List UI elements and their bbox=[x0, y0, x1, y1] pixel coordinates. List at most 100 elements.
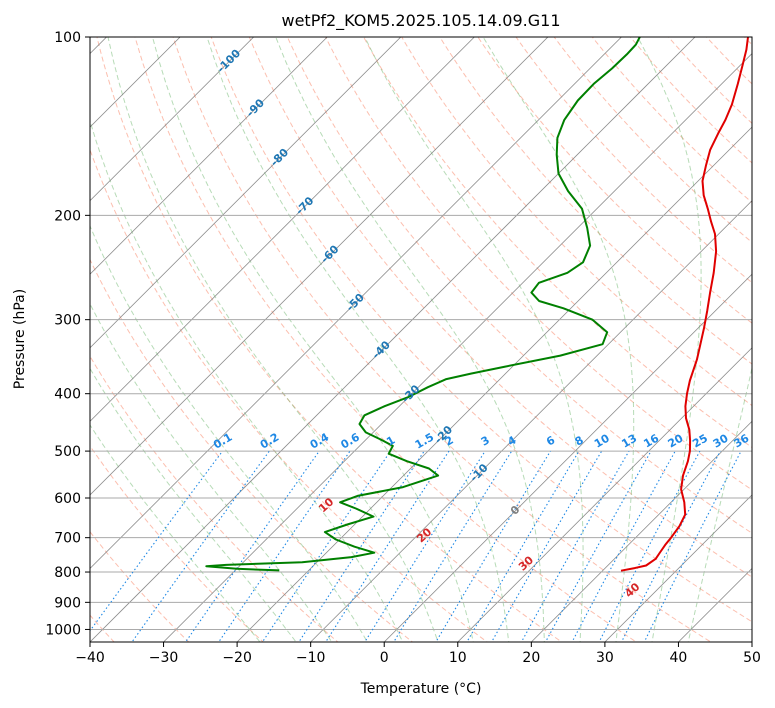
isotherm-line bbox=[90, 37, 328, 275]
moist-adiabat-line bbox=[152, 37, 474, 642]
dewpoint-profile-line bbox=[205, 37, 641, 572]
mixing-ratio-label: 6 bbox=[544, 433, 557, 448]
y-tick-label: 400 bbox=[54, 387, 81, 403]
mixing-ratio-label: 0.6 bbox=[339, 430, 363, 451]
moist-adiabat-line bbox=[90, 302, 333, 642]
mixing-ratio-label: 36 bbox=[731, 431, 751, 450]
x-tick-label: 50 bbox=[743, 650, 761, 666]
plot-area: -100-90-80-70-60-50-40-30-20-10010203040… bbox=[0, 10, 775, 654]
x-tick-label: 30 bbox=[596, 650, 614, 666]
moist-adiabat-line bbox=[90, 367, 297, 642]
isotherm-label: -100 bbox=[214, 47, 243, 76]
isotherm-line bbox=[236, 126, 752, 642]
dry-adiabat-line bbox=[90, 445, 265, 642]
dry-adiabat-line bbox=[705, 37, 752, 85]
dry-adiabat-line bbox=[667, 37, 752, 125]
y-axis-label: Pressure (hPa) bbox=[12, 289, 28, 389]
y-tick-label: 800 bbox=[54, 565, 81, 581]
y-tick-label: 500 bbox=[54, 444, 81, 460]
dry-adiabat-line bbox=[90, 148, 488, 642]
dry-adiabat-line bbox=[629, 37, 752, 164]
isotherm-line bbox=[604, 494, 752, 642]
moist-adiabat-line bbox=[364, 37, 584, 642]
dry-adiabat-line bbox=[248, 37, 752, 578]
dry-adiabat-line bbox=[172, 37, 712, 642]
mixing-ratio-line bbox=[184, 450, 320, 642]
y-tick-label: 600 bbox=[54, 491, 81, 507]
isotherm-label: -90 bbox=[244, 96, 267, 119]
isotherm-line bbox=[310, 200, 752, 642]
moist-adiabat-line bbox=[90, 224, 368, 642]
dry-adiabat-line bbox=[477, 37, 752, 324]
y-tick-label: 900 bbox=[54, 595, 81, 611]
isotherm-label: 0 bbox=[508, 503, 523, 518]
x-axis-label: Temperature (°C) bbox=[360, 681, 482, 697]
mixing-ratio-line bbox=[325, 450, 450, 642]
mixing-ratio-line bbox=[544, 450, 652, 642]
mixing-ratio-line bbox=[131, 450, 270, 642]
chart-title: wetPf2_KOM5.2025.105.14.09.G11 bbox=[281, 11, 560, 31]
dry-adiabat-line bbox=[96, 37, 563, 642]
mixing-ratio-label: 30 bbox=[711, 431, 731, 450]
y-tick-label: 100 bbox=[54, 30, 81, 46]
isotherm-line bbox=[90, 37, 255, 202]
mixing-ratio-label: 2 bbox=[443, 434, 456, 449]
dry-adiabat-line bbox=[363, 37, 752, 449]
moist-adiabat-line bbox=[107, 37, 439, 642]
y-tick-label: 300 bbox=[54, 313, 81, 329]
dry-adiabat-label: 40 bbox=[622, 580, 642, 600]
y-tick-label: 1000 bbox=[45, 622, 81, 638]
dry-adiabat-line bbox=[591, 37, 752, 204]
moist-adiabat-line bbox=[482, 37, 635, 642]
mixing-ratio-label: 0.4 bbox=[308, 430, 332, 451]
isotherm-line bbox=[530, 420, 752, 642]
isotherm-line bbox=[90, 37, 623, 570]
mixing-ratio-label: 0.1 bbox=[211, 431, 234, 452]
mixing-ratio-label: 25 bbox=[690, 432, 710, 451]
isotherm-label: -70 bbox=[293, 194, 316, 217]
dry-adiabat-line bbox=[401, 37, 752, 407]
dry-adiabat-label: 30 bbox=[516, 553, 536, 573]
x-tick-label: 40 bbox=[670, 650, 688, 666]
x-tick-label: −30 bbox=[149, 650, 179, 666]
moist-adiabat-line bbox=[90, 424, 261, 642]
mixing-ratio-label: 8 bbox=[573, 434, 586, 449]
y-tick-label: 700 bbox=[54, 531, 81, 547]
x-tick-label: −10 bbox=[296, 650, 326, 666]
mixing-ratio-label: 16 bbox=[641, 431, 661, 450]
isotherm-line bbox=[90, 37, 475, 422]
mixing-ratio-label: 20 bbox=[666, 431, 686, 450]
temperature-profile-line bbox=[620, 37, 749, 572]
dry-adiabat-line bbox=[90, 531, 190, 642]
isotherm-line bbox=[677, 567, 752, 642]
x-tick-label: −20 bbox=[222, 650, 252, 666]
mixing-ratio-label: 13 bbox=[619, 432, 639, 451]
mixing-ratio-line bbox=[393, 450, 513, 642]
isotherm-label: -30 bbox=[399, 382, 422, 405]
dry-adiabat-line bbox=[756, 10, 775, 654]
mixing-ratio-line bbox=[90, 450, 223, 632]
isotherm-line bbox=[751, 641, 752, 642]
isotherm-line bbox=[90, 37, 696, 642]
mixing-ratio-label: 1 bbox=[384, 434, 397, 449]
x-tick-label: 10 bbox=[449, 650, 467, 666]
dry-adiabat-line bbox=[286, 37, 752, 534]
dry-adiabat-label: 20 bbox=[414, 525, 434, 545]
dry-adiabat-line bbox=[90, 258, 414, 642]
isotherm-label: -50 bbox=[344, 291, 367, 314]
x-tick-label: −40 bbox=[75, 650, 105, 666]
moist-adiabat-line bbox=[90, 118, 404, 642]
dry-adiabat-line bbox=[325, 37, 752, 491]
dry-adiabat-line bbox=[210, 37, 752, 623]
isotherm-line bbox=[90, 37, 402, 349]
mixing-ratio-label: 10 bbox=[592, 431, 612, 450]
mixing-ratio-label: 1.5 bbox=[413, 431, 436, 452]
x-tick-label: 0 bbox=[380, 650, 389, 666]
mixing-ratio-label: 3 bbox=[479, 434, 492, 449]
isotherm-line bbox=[383, 273, 752, 642]
isotherm-line bbox=[0, 10, 60, 654]
isotherm-line bbox=[162, 52, 752, 642]
isotherm-line bbox=[457, 347, 752, 642]
moist-adiabat-line bbox=[275, 37, 545, 642]
